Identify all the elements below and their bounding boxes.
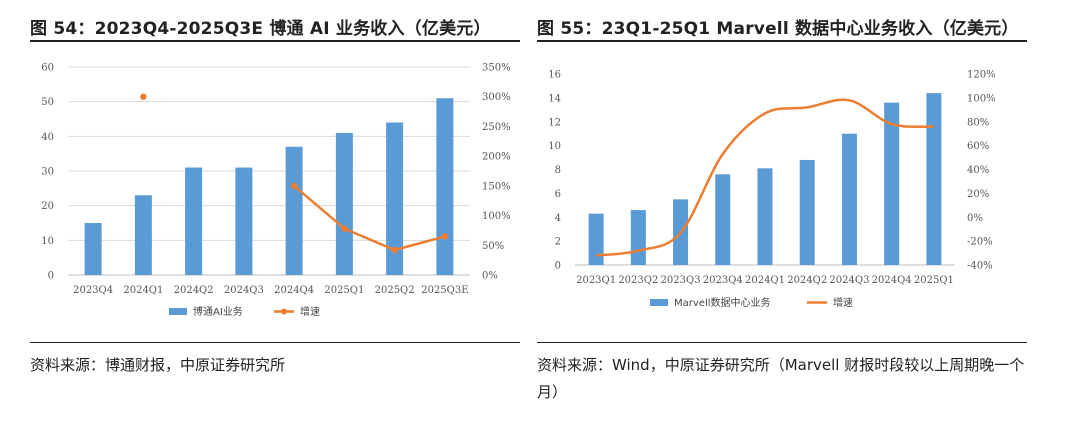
bar [799, 159, 815, 265]
bar [235, 167, 253, 275]
figure-source: 资料来源：博通财报，中原证券研究所 [30, 356, 286, 374]
y2-tick-label: 150% [482, 181, 511, 192]
growth-point [140, 93, 147, 100]
title-rule [537, 40, 1027, 42]
figure-title: 图 54：2023Q4-2025Q3E 博通 AI 业务收入（亿美元） [30, 19, 491, 39]
y2-tick-label: 350% [482, 63, 511, 74]
bar [335, 132, 353, 275]
source-rule [30, 342, 520, 343]
x-tick-label: 2024Q3 [829, 275, 869, 286]
y-tick-label: 20 [41, 201, 54, 212]
legend-bar-swatch [169, 308, 187, 315]
x-tick-label: 2024Q4 [274, 285, 314, 296]
y2-tick-label: 100% [967, 93, 996, 104]
x-tick-label: 2024Q1 [745, 275, 785, 286]
bar [926, 93, 942, 265]
x-tick-label: 2024Q4 [872, 275, 912, 286]
y2-tick-label: 300% [482, 92, 511, 103]
x-tick-label: 2024Q2 [787, 275, 827, 286]
bar [588, 213, 604, 265]
y2-tick-label: -20% [967, 237, 993, 248]
legend-bar-label: Marvell数据中心业务 [674, 296, 771, 309]
y2-tick-label: 60% [967, 141, 989, 152]
source-rule [537, 342, 1027, 343]
growth-point [391, 246, 398, 254]
marvell-datacenter-chart: 0 2 4 6 8 10 12 14 16 -40% -20% 0% 20% 40% 60% 80% 100% 1… [548, 70, 996, 310]
growth-point [290, 182, 298, 190]
y-tick-label: 0 [48, 271, 54, 282]
broadcom-ai-chart: 0 10 20 30 40 50 60 0% 50% 100% 150% 200% 250% 300% 35… [41, 63, 511, 319]
figure-title: 图 55：23Q1-25Q1 Marvell 数据中心业务收入（亿美元） [537, 19, 1019, 39]
y-tick-label: 2 [555, 237, 561, 248]
y-tick-label: 10 [41, 236, 54, 247]
y2-tick-label: 50% [482, 241, 504, 252]
y2-tick-label: 100% [482, 211, 511, 222]
y-tick-label: 6 [555, 189, 561, 200]
x-tick-label: 2023Q4 [73, 285, 113, 296]
y-tick-label: 60 [41, 63, 54, 74]
growth-line [595, 98, 934, 257]
growth-line [293, 184, 446, 252]
x-tick-label: 2025Q1 [324, 285, 364, 296]
growth-point [441, 233, 449, 240]
legend-bar-label: 博通AI业务 [193, 305, 243, 318]
bar [757, 168, 773, 265]
bar [884, 102, 900, 266]
bar [715, 174, 731, 265]
x-tick-label: 2023Q1 [576, 275, 616, 286]
y2-tick-label: 80% [967, 117, 989, 128]
y-tick-label: 30 [41, 167, 54, 178]
figure-source: 资料来源：Wind，中原证券研究所（Marvell 财报时段较以上周期晚一个月） [537, 356, 1025, 401]
bar [84, 223, 102, 275]
growth-point [341, 225, 348, 232]
y2-tick-label: 200% [482, 152, 511, 163]
bar [630, 210, 646, 265]
title-rule [30, 40, 520, 42]
x-tick-label: 2023Q3 [661, 275, 701, 286]
bar [386, 122, 404, 275]
x-tick-label: 2025Q2 [375, 285, 415, 296]
y-tick-label: 40 [41, 132, 54, 143]
x-tick-label: 2024Q3 [224, 285, 264, 296]
x-tick-label: 2024Q2 [174, 285, 214, 296]
x-tick-label: 2023Q2 [618, 275, 658, 286]
legend-bar-swatch [650, 299, 668, 306]
y-tick-label: 14 [548, 93, 561, 104]
y2-tick-label: 250% [482, 122, 511, 133]
legend-line-label: 增速 [833, 296, 853, 309]
y2-tick-label: 0% [482, 271, 498, 282]
bar [134, 195, 152, 275]
x-tick-label: 2024Q1 [123, 285, 163, 296]
x-tick-label: 2023Q4 [703, 275, 743, 286]
x-tick-label: 2025Q1 [914, 275, 954, 286]
legend-line-label: 增速 [300, 305, 320, 318]
y-tick-label: 10 [548, 141, 561, 152]
y-tick-label: 4 [555, 213, 561, 224]
y2-tick-label: 40% [967, 165, 989, 176]
bar [185, 167, 203, 275]
y-tick-label: 12 [548, 117, 561, 128]
bar [841, 133, 857, 265]
y2-tick-label: 120% [967, 70, 996, 81]
y-tick-label: 0 [555, 261, 561, 272]
y2-tick-label: 20% [967, 189, 989, 200]
legend-line-marker [281, 308, 287, 315]
x-tick-label: 2025Q3E [421, 285, 468, 296]
y-tick-label: 8 [555, 165, 561, 176]
y2-tick-label: -40% [967, 261, 993, 272]
y-tick-label: 50 [41, 97, 54, 108]
bar [285, 146, 303, 275]
y-tick-label: 16 [548, 70, 561, 81]
y2-tick-label: 0% [967, 213, 983, 224]
bar [436, 98, 454, 275]
